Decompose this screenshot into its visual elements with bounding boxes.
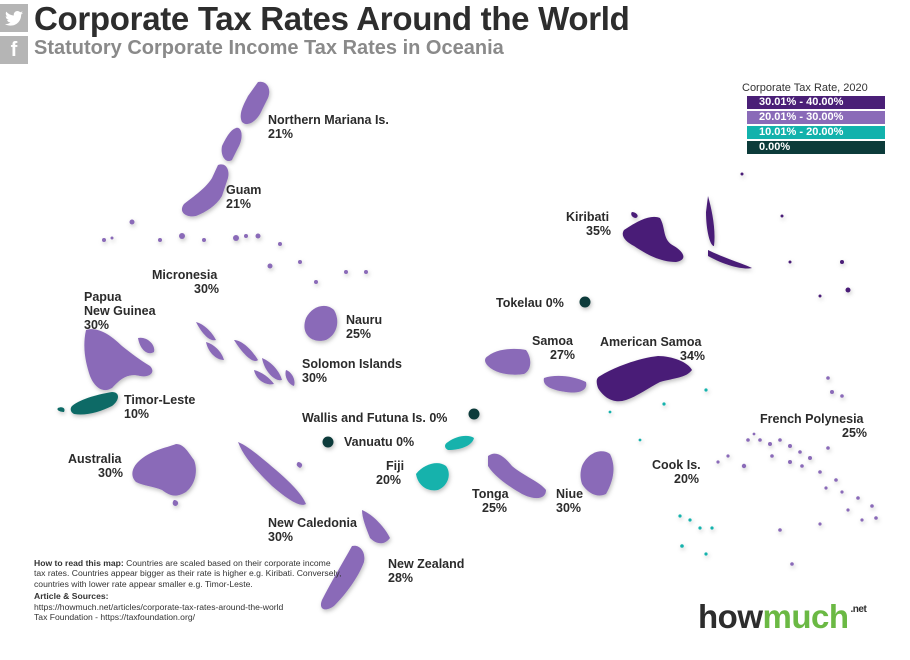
samoa-shape[interactable] xyxy=(485,348,587,393)
label-guam: Guam 21% xyxy=(226,183,262,211)
label-american-samoa: American Samoa 34% xyxy=(600,335,706,363)
micronesia-shape[interactable] xyxy=(102,219,368,285)
legend-item-30-40: 30.01% - 40.00% xyxy=(747,96,885,109)
label-new-zealand: New Zealand 28% xyxy=(388,557,465,585)
label-nauru: Nauru 25% xyxy=(346,313,383,341)
new-zealand-shape[interactable] xyxy=(320,510,390,610)
american-samoa-shape[interactable] xyxy=(596,356,694,402)
northern-mariana-shape[interactable] xyxy=(221,81,270,162)
label-timor-leste: Timor-Leste 10% xyxy=(124,393,196,421)
twitter-icon[interactable] xyxy=(0,4,28,32)
kiribati-dots xyxy=(740,172,851,298)
guam-shape[interactable] xyxy=(181,164,229,217)
legend-title: Corporate Tax Rate, 2020 xyxy=(742,82,868,94)
label-tokelau: Tokelau 0% xyxy=(496,296,564,310)
label-wallis-futuna: Wallis and Futuna Is. 0% xyxy=(302,411,448,425)
label-fiji: Fiji 20% xyxy=(376,459,405,487)
legend: Corporate Tax Rate, 2020 30.01% - 40.00%… xyxy=(742,82,892,156)
cook-islands-shape[interactable] xyxy=(608,388,714,556)
wallis-futuna-shape[interactable] xyxy=(468,408,480,420)
page-subtitle: Statutory Corporate Income Tax Rates in … xyxy=(34,37,504,59)
niue-shape[interactable] xyxy=(580,451,614,496)
label-northern-mariana: Northern Mariana Is. 21% xyxy=(268,113,389,141)
source-link-howmuch[interactable]: https://howmuch.net/articles/corporate-t… xyxy=(34,601,284,612)
fiji-shape[interactable] xyxy=(416,435,474,491)
australia-shape[interactable] xyxy=(132,444,196,506)
solomon-islands-shape[interactable] xyxy=(234,340,295,386)
nauru-shape[interactable] xyxy=(304,305,338,341)
vanuatu-shape[interactable] xyxy=(322,436,334,448)
papua-new-guinea-shape[interactable] xyxy=(84,322,225,391)
sources-title: Article & Sources: xyxy=(34,591,109,602)
kiribati-shape[interactable] xyxy=(622,172,784,269)
label-kiribati: Kiribati 35% xyxy=(566,210,612,238)
page-title: Corporate Tax Rates Around the World xyxy=(34,0,630,37)
label-tonga: Tonga 25% xyxy=(472,487,509,515)
tonga-shape[interactable] xyxy=(488,453,546,499)
timor-leste-shape[interactable] xyxy=(57,392,118,415)
new-caledonia-shape[interactable] xyxy=(238,442,306,505)
how-to-read-note: How to read this map: Countries are scal… xyxy=(34,558,344,622)
facebook-icon[interactable]: f xyxy=(0,36,28,64)
how-to-read-title: How to read this map: xyxy=(34,558,124,568)
source-link-taxfoundation[interactable]: Tax Foundation - https://taxfoundation.o… xyxy=(34,612,195,623)
tokelau-shape[interactable] xyxy=(579,296,591,308)
label-french-polynesia: French Polynesia 25% xyxy=(760,412,868,440)
label-new-caledonia: New Caledonia 30% xyxy=(268,516,357,544)
how-to-read-text: Countries are scaled based on their corp… xyxy=(34,558,342,589)
legend-item-0: 0.00% xyxy=(747,141,885,154)
label-micronesia: Micronesia 30% xyxy=(152,268,220,296)
label-papua-new-guinea: Papua New Guinea 30% xyxy=(84,290,156,332)
howmuch-logo: howmuch .net xyxy=(698,598,867,635)
label-niue: Niue 30% xyxy=(556,487,584,515)
label-cook-islands: Cook Is. 20% xyxy=(652,458,701,486)
french-polynesia-shape[interactable] xyxy=(716,376,878,566)
label-solomon-islands: Solomon Islands 30% xyxy=(302,357,403,385)
label-australia: Australia 30% xyxy=(68,452,124,480)
facebook-glyph: f xyxy=(10,38,18,61)
legend-item-10-20: 10.01% - 20.00% xyxy=(747,126,885,139)
label-vanuatu: Vanuatu 0% xyxy=(344,435,415,449)
label-samoa: Samoa 27% xyxy=(532,334,576,362)
legend-item-20-30: 20.01% - 30.00% xyxy=(747,111,885,124)
